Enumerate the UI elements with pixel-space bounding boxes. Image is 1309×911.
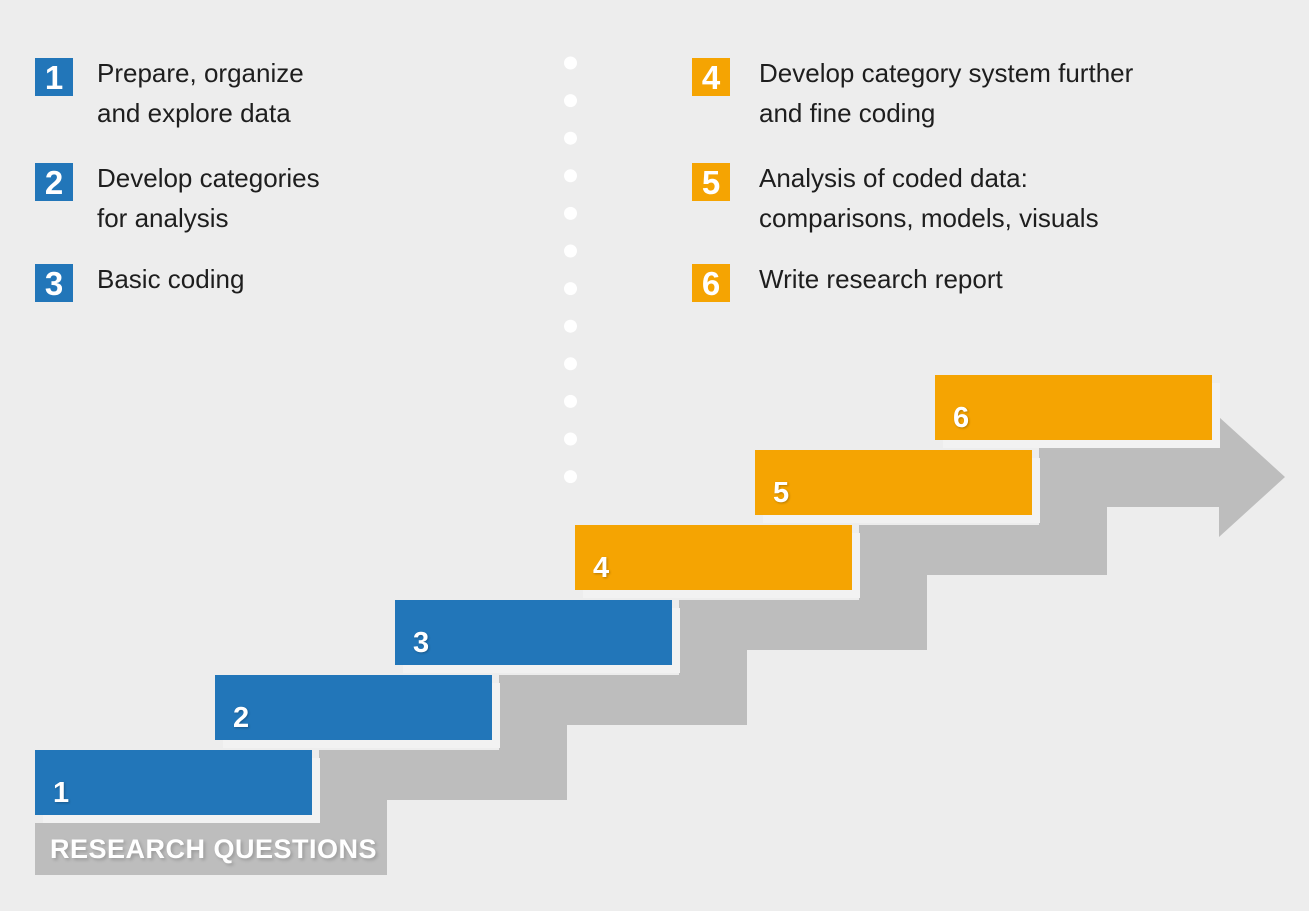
legend-item-2: 2 Develop categories for analysis: [35, 163, 320, 238]
separator-dot: [564, 357, 577, 371]
separator-dot: [564, 169, 577, 183]
step-bar-number-1: 1: [53, 777, 70, 809]
separator-dot: [564, 244, 577, 258]
step-bar-number-5: 5: [773, 477, 790, 509]
separator-dot: [564, 432, 577, 446]
legend-number-badge-5: 5: [692, 163, 730, 201]
baseline-label: RESEARCH QUESTIONS: [50, 834, 378, 864]
staircase-arrow-shape: [35, 417, 1285, 875]
step-bar-number-6: 6: [953, 402, 970, 434]
step-bar-2: 2: [215, 675, 492, 740]
step-bar-4: 4: [575, 525, 852, 590]
legend-label-3: Basic coding: [97, 264, 245, 294]
step-bar-6: 6: [935, 375, 1212, 440]
step-bar-3: 3: [395, 600, 672, 665]
step-bar-number-2: 2: [233, 702, 250, 734]
legend-item-6: 6 Write research report: [692, 264, 1003, 302]
step-bar-number-3: 3: [413, 627, 430, 659]
legend-item-1: 1 Prepare, organize and explore data: [35, 58, 304, 133]
legend-label-4: Develop category system further and fine…: [759, 58, 1134, 128]
dotted-separator: [564, 56, 577, 484]
step-bar-1: 1: [35, 750, 312, 815]
separator-dot: [564, 206, 577, 220]
separator-dot: [564, 394, 577, 408]
legend-label-2: Develop categories for analysis: [97, 163, 320, 233]
legend-item-4: 4 Develop category system further and fi…: [692, 58, 1133, 133]
separator-dot: [564, 319, 577, 333]
separator-dot: [564, 282, 577, 296]
step-bar-5: 5: [755, 450, 1032, 515]
separator-dot: [564, 131, 577, 145]
separator-dot: [564, 56, 577, 70]
legend-number-badge-2: 2: [35, 163, 73, 201]
legend-item-3: 3 Basic coding: [35, 264, 244, 302]
separator-dot: [564, 470, 577, 484]
legend-number-badge-4: 4: [692, 58, 730, 96]
legend-number-badge-6: 6: [692, 264, 730, 302]
legend-number-badge-3: 3: [35, 264, 73, 302]
step-bar-number-4: 4: [593, 552, 610, 584]
legend-label-6: Write research report: [759, 264, 1003, 294]
legend-label-5: Analysis of coded data: comparisons, mod…: [759, 163, 1099, 233]
legend-label-1: Prepare, organize and explore data: [97, 58, 304, 128]
legend-number-badge-1: 1: [35, 58, 73, 96]
separator-dot: [564, 94, 577, 108]
legend-item-5: 5 Analysis of coded data: comparisons, m…: [692, 163, 1099, 238]
